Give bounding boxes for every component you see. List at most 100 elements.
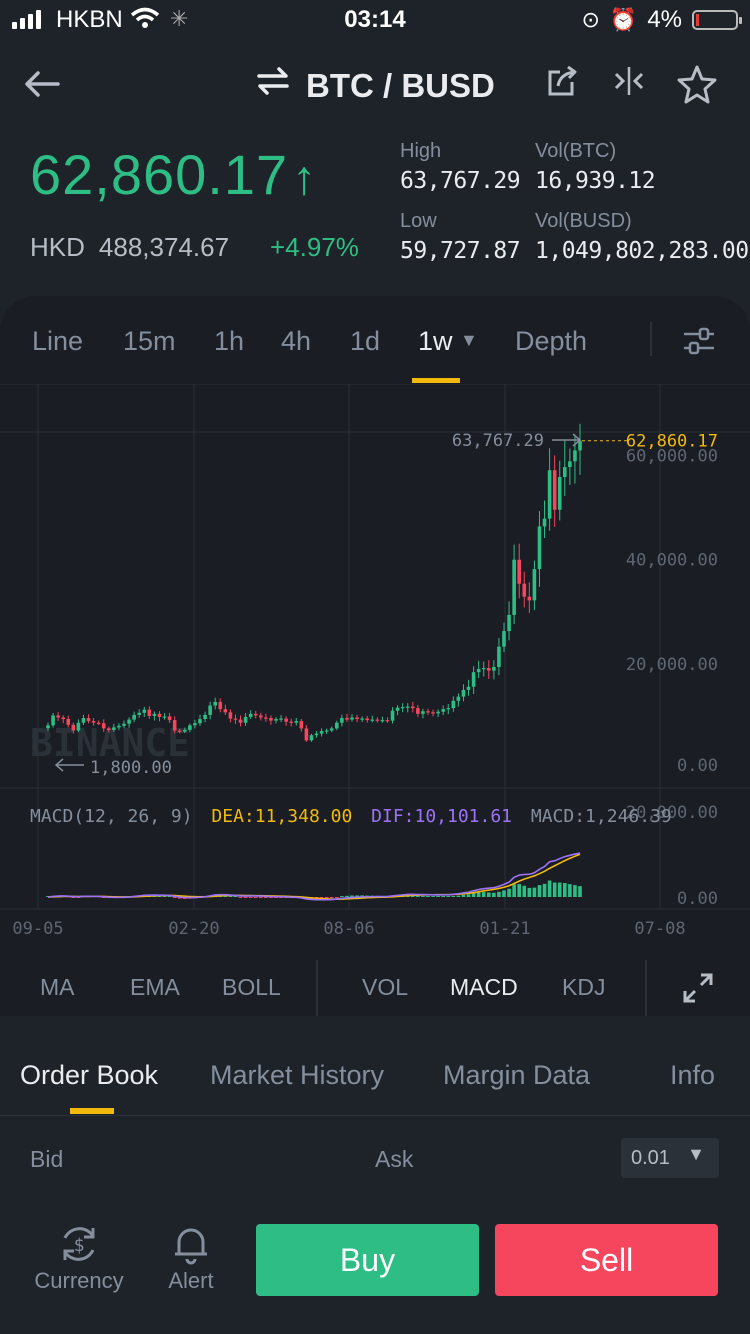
- clock: 03:14: [344, 6, 406, 33]
- candle-body: [487, 668, 491, 671]
- tab-line[interactable]: Line: [32, 326, 84, 356]
- candle-body: [137, 712, 141, 715]
- macd-histogram-bar: [350, 895, 354, 897]
- macd-histogram-bar: [324, 897, 329, 899]
- candle-body: [365, 718, 369, 721]
- tab-market-history[interactable]: Market History: [210, 1060, 385, 1090]
- candle-body: [91, 721, 96, 723]
- macd-histogram-bar: [446, 896, 451, 897]
- indicator-vol[interactable]: VOL: [362, 974, 409, 1000]
- macd-histogram-bar: [436, 896, 440, 897]
- buy-button[interactable]: Buy: [256, 1224, 479, 1296]
- price-axis-label: 0.00: [677, 756, 718, 776]
- svg-text:$: $: [74, 1235, 85, 1256]
- candle-body: [238, 719, 243, 723]
- candle-body: [502, 631, 506, 647]
- candle-body: [71, 724, 76, 731]
- price-change: +4.97%: [270, 232, 359, 262]
- precision-select[interactable]: 0.01 ▼: [621, 1138, 719, 1178]
- macd-histogram-bar: [238, 897, 243, 898]
- macd-histogram-bar: [426, 896, 430, 897]
- fiat-price: HKD 488,374.67: [30, 232, 229, 263]
- candle-body: [198, 719, 202, 724]
- pair-selector[interactable]: BTC / BUSD: [256, 64, 495, 107]
- tab-order-book[interactable]: Order Book: [20, 1060, 159, 1090]
- tab-1d[interactable]: 1d: [350, 326, 381, 356]
- star-icon[interactable]: [677, 64, 717, 113]
- macd-histogram-bar: [542, 883, 547, 897]
- indicator-kdj[interactable]: KDJ: [562, 974, 606, 1000]
- candle-body: [66, 719, 71, 725]
- fiat-value: 488,374.67: [98, 232, 230, 262]
- divider: [650, 322, 652, 356]
- fullscreen-icon[interactable]: [682, 972, 714, 1010]
- macd-histogram-bar: [416, 895, 420, 897]
- candle-body: [289, 721, 293, 723]
- tab-1w-label: 1w: [418, 326, 453, 356]
- alert-button[interactable]: Alert: [160, 1222, 222, 1294]
- min-price-label: 1,800.00: [90, 758, 172, 778]
- macd-histogram-bar: [476, 892, 481, 897]
- candle-body: [456, 696, 461, 701]
- binance-watermark: BINANCE: [30, 721, 190, 765]
- candle-body: [340, 718, 344, 723]
- candle-body: [405, 706, 410, 708]
- candle-body: [122, 723, 126, 726]
- macd-histogram-bar: [345, 895, 349, 897]
- candle-body: [147, 709, 152, 716]
- chart-settings-icon[interactable]: [682, 326, 716, 363]
- candle-body: [274, 719, 278, 721]
- share-icon[interactable]: [546, 64, 580, 107]
- last-price: 62,860.17↑: [30, 142, 317, 207]
- indicator-boll[interactable]: BOLL: [222, 974, 281, 1000]
- indicator-ema[interactable]: EMA: [130, 974, 180, 1000]
- candle-body: [172, 720, 177, 731]
- header: BTC / BUSD: [0, 50, 750, 120]
- battery-icon: [692, 10, 742, 30]
- macd-histogram-bar: [527, 887, 532, 897]
- tab-info[interactable]: Info: [670, 1060, 716, 1090]
- tab-depth[interactable]: Depth: [515, 326, 588, 356]
- back-arrow-icon[interactable]: [22, 64, 62, 114]
- macd-axis-label: 0.00: [677, 889, 718, 909]
- macd-histogram-bar: [552, 882, 557, 897]
- battery-percent: 4%: [647, 6, 682, 33]
- compare-icon[interactable]: [612, 64, 646, 107]
- sell-button[interactable]: Sell: [495, 1224, 718, 1296]
- tab-1w[interactable]: 1w ▼: [418, 326, 478, 357]
- tab-4h[interactable]: 4h: [281, 326, 312, 356]
- loading-icon: ✳: [170, 6, 189, 31]
- tab-margin-data[interactable]: Margin Data: [443, 1060, 591, 1090]
- signal-icon: [12, 10, 41, 29]
- macd-histogram-bar: [456, 895, 461, 897]
- macd-histogram-bar: [481, 892, 486, 897]
- candle-body: [309, 735, 314, 741]
- macd-histogram-bar: [532, 887, 537, 897]
- candle-body: [563, 467, 567, 477]
- price-chart[interactable]: BINANCE 60,000.00 40,000.00 20,000.00 0.00 6…: [0, 384, 750, 944]
- candle-body: [127, 719, 131, 724]
- indicator-macd[interactable]: MACD: [450, 974, 518, 1000]
- candle-body: [188, 725, 192, 730]
- candle-body: [46, 725, 50, 729]
- tab-15m[interactable]: 15m: [123, 326, 176, 356]
- candle-body: [259, 715, 263, 718]
- price-axis-label: 60,000.00: [626, 447, 718, 467]
- candle-body: [416, 708, 420, 714]
- macd-histogram-bar: [573, 885, 577, 897]
- candle-body: [162, 716, 167, 718]
- macd-histogram-bar: [329, 897, 334, 899]
- caret-down-icon: ▼: [687, 1144, 705, 1164]
- x-axis-label: 08-06: [323, 919, 374, 939]
- macd-histogram-bar: [492, 892, 496, 897]
- candle-body: [299, 721, 304, 729]
- up-arrow-icon: ↑: [292, 152, 318, 205]
- macd-dif-line: [47, 852, 581, 901]
- bid-header: Bid: [30, 1146, 64, 1172]
- tab-1h[interactable]: 1h: [214, 326, 245, 356]
- currency-button[interactable]: $ Currency: [34, 1222, 124, 1294]
- min-arrow-icon: [54, 758, 84, 772]
- macd-histogram-bar: [517, 884, 521, 897]
- indicator-ma[interactable]: MA: [40, 974, 75, 1000]
- price-axis-label: 20,000.00: [626, 655, 718, 675]
